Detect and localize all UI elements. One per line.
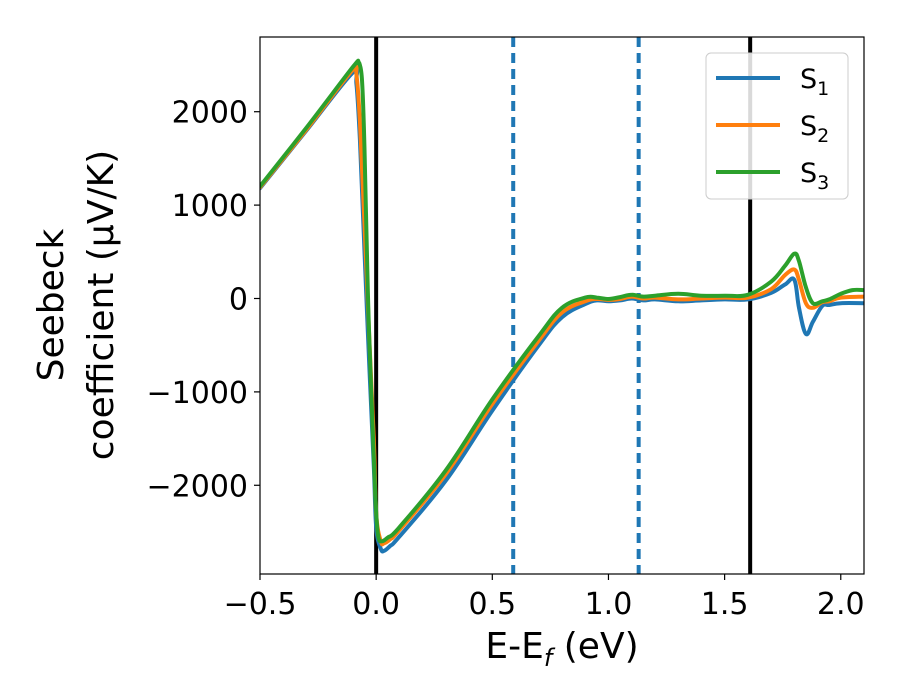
y-tick-label: 2000 xyxy=(172,96,248,131)
x-axis-ticks: −0.5 0.0 0.5 1.0 1.5 2.0 xyxy=(224,574,865,622)
series-lines xyxy=(260,58,864,554)
x-tick-label: 0.5 xyxy=(468,587,516,622)
x-tick-label: −0.5 xyxy=(224,587,297,622)
y-tick-label: 0 xyxy=(229,282,248,317)
x-tick-label: 0.0 xyxy=(352,587,400,622)
y-axis-ticks: 2000 1000 0 −1000 −2000 xyxy=(147,96,260,504)
y-tick-label: 1000 xyxy=(172,189,248,224)
series-line-s3 xyxy=(260,58,864,544)
x-axis-title: E-Ef (eV) xyxy=(485,626,638,672)
y-axis-title-line1: Seebeck xyxy=(31,228,72,381)
x-axis-title-unit: (eV) xyxy=(552,626,638,667)
x-tick-label: 2.0 xyxy=(817,587,865,622)
legend-label-s1: S1 xyxy=(800,64,829,100)
x-tick-label: 1.0 xyxy=(585,587,633,622)
y-tick-label: −1000 xyxy=(147,376,248,411)
legend-label-s3: S3 xyxy=(800,158,829,194)
legend-label-s2: S2 xyxy=(800,111,829,147)
y-tick-label: −2000 xyxy=(147,469,248,504)
x-tick-label: 1.5 xyxy=(701,587,749,622)
plot-frame xyxy=(259,36,865,575)
y-axis-title-line2: coefficient (μV/K) xyxy=(81,150,122,460)
legend: S1 S2 S3 xyxy=(705,52,849,200)
